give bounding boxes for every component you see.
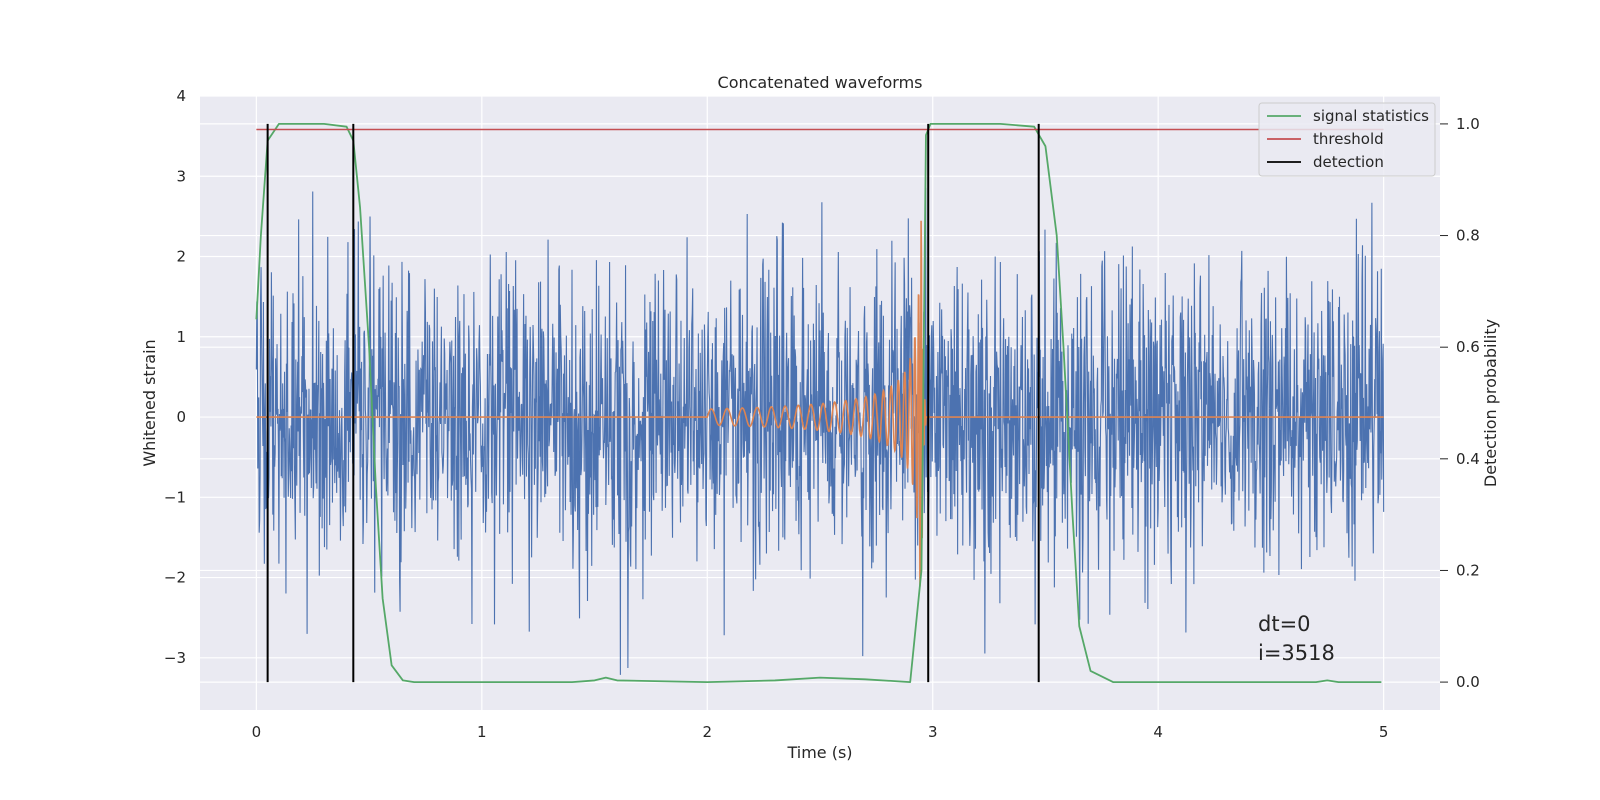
- legend-label-detection: detection: [1313, 153, 1384, 171]
- series-layer: [255, 123, 1385, 683]
- x-tick-label: 5: [1379, 723, 1389, 741]
- y-tick-label-left: −2: [164, 569, 186, 587]
- y-axis-title-right: Detection probability: [1481, 319, 1500, 487]
- y-tick-label-left: 3: [176, 167, 186, 185]
- y-tick-label-right: 0.6: [1456, 338, 1480, 356]
- noise-series-line: [255, 187, 1385, 675]
- x-axis-title: Time (s): [786, 743, 852, 762]
- y-tick-label-left: −3: [164, 649, 186, 667]
- x-tick-label: 3: [928, 723, 938, 741]
- y-tick-label-left: 4: [176, 87, 186, 105]
- y-tick-label-left: 2: [176, 248, 186, 266]
- annotation-dt: dt=0: [1258, 612, 1311, 636]
- y-tick-label-left: −1: [164, 488, 186, 506]
- y-axis-title-left: Whitened strain: [140, 339, 159, 466]
- legend-box: [1258, 102, 1436, 177]
- legend-label-threshold: threshold: [1313, 130, 1384, 148]
- y-tick-label-left: 1: [176, 328, 186, 346]
- legend: signal statistics threshold detection: [1258, 102, 1436, 177]
- y-tick-label-right: 1.0: [1456, 115, 1480, 133]
- x-tick-label: 4: [1153, 723, 1163, 741]
- y-tick-label-right: 0.0: [1456, 673, 1480, 691]
- y-tick-label-left: 0: [176, 408, 186, 426]
- chirp-series-line: [256, 220, 1384, 587]
- chart-title: Concatenated waveforms: [718, 73, 923, 92]
- ticks-layer: 0 1 2 3 4 5 4 3 2 1 0 −1 −2 −3 1.0 0.8 0.6 0.4 0.2 0.0: [164, 87, 1480, 741]
- y-tick-label-right: 0.4: [1456, 450, 1480, 468]
- x-tick-label: 2: [702, 723, 712, 741]
- x-tick-label: 0: [252, 723, 262, 741]
- legend-label-signal: signal statistics: [1313, 107, 1429, 125]
- y-tick-label-right: 0.8: [1456, 227, 1480, 245]
- x-tick-label: 1: [477, 723, 487, 741]
- y-tick-label-right: 0.2: [1456, 561, 1480, 579]
- annotation-index: i=3518: [1258, 641, 1335, 665]
